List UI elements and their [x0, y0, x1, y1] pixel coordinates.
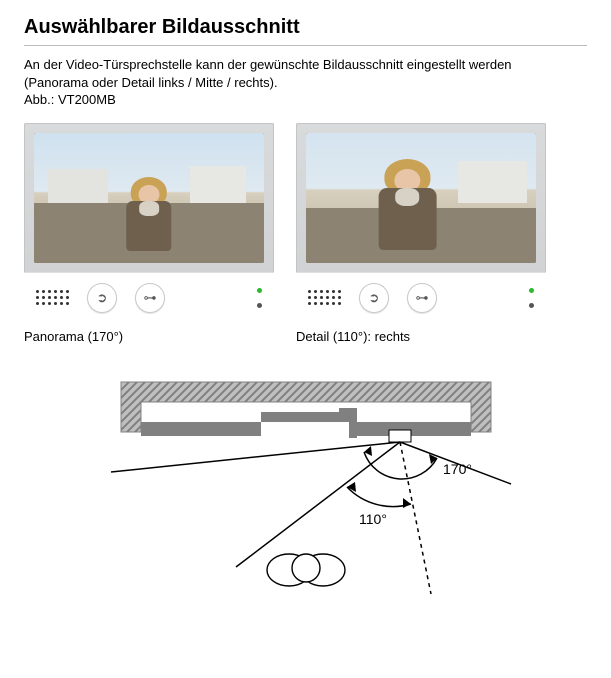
angle-diagram-svg: 170° 110°: [91, 372, 521, 602]
description: An der Video-Türsprechstelle kann der ge…: [24, 56, 587, 109]
camera-scene-detail: [306, 133, 536, 263]
caption-panorama: Panorama (170°): [24, 329, 274, 344]
status-leds: [257, 288, 262, 308]
open-door-button[interactable]: ⊶: [135, 283, 165, 313]
device-panorama: ➲ ⊶ Panorama (170°): [24, 123, 274, 344]
talk-button[interactable]: ➲: [359, 283, 389, 313]
description-line: (Panorama oder Detail links / Mitte / re…: [24, 75, 278, 90]
device-button-panel: ➲ ⊶: [24, 272, 274, 323]
status-leds: [529, 288, 534, 308]
led-power-icon: [529, 288, 534, 293]
angle-wide-label: 170°: [443, 461, 472, 477]
led-power-icon: [257, 288, 262, 293]
divider: [24, 45, 587, 46]
device-detail: ➲ ⊶ Detail (110°): rechts: [296, 123, 546, 344]
device-frame: ➲ ⊶: [296, 123, 546, 323]
device-screen: [34, 133, 264, 263]
open-door-button[interactable]: ⊶: [407, 283, 437, 313]
device-frame: ➲ ⊶: [24, 123, 274, 323]
speaker-grille: [36, 290, 69, 305]
talk-button[interactable]: ➲: [87, 283, 117, 313]
person-icon: [267, 554, 345, 586]
led-status-icon: [257, 303, 262, 308]
camera-scene-panorama: [34, 133, 264, 263]
description-line: Abb.: VT200MB: [24, 92, 116, 107]
led-status-icon: [529, 303, 534, 308]
device-button-panel: ➲ ⊶: [296, 272, 546, 323]
angle-narrow-label: 110°: [359, 511, 387, 527]
speaker-grille: [308, 290, 341, 305]
description-line: An der Video-Türsprechstelle kann der ge…: [24, 57, 512, 72]
angle-diagram: 170° 110°: [24, 372, 587, 602]
device-row: ➲ ⊶ Panorama (170°): [24, 123, 587, 344]
section-title: Auswählbarer Bildausschnitt: [24, 16, 587, 39]
caption-detail: Detail (110°): rechts: [296, 329, 546, 344]
device-screen: [306, 133, 536, 263]
